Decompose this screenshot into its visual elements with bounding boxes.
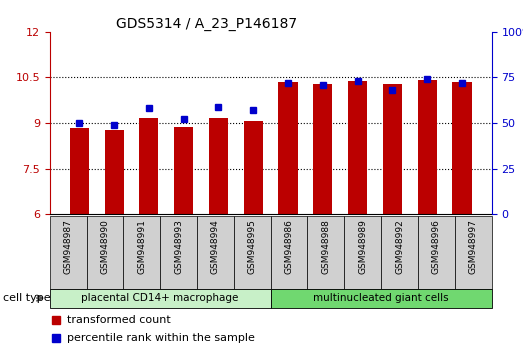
Bar — [139, 118, 158, 214]
Bar — [86, 216, 123, 289]
Bar — [271, 289, 492, 308]
Bar — [160, 216, 197, 289]
Bar — [313, 84, 333, 214]
Text: GSM948997: GSM948997 — [469, 219, 477, 274]
Bar — [418, 80, 437, 214]
Bar — [381, 216, 418, 289]
Text: GSM948992: GSM948992 — [395, 219, 404, 274]
Text: GSM948990: GSM948990 — [100, 219, 109, 274]
Bar — [70, 127, 89, 214]
Text: cell type: cell type — [3, 293, 50, 303]
Text: GSM948993: GSM948993 — [174, 219, 183, 274]
Bar — [174, 127, 194, 214]
Bar — [105, 130, 123, 214]
Text: GSM948995: GSM948995 — [248, 219, 257, 274]
Bar — [244, 121, 263, 214]
Text: GSM948989: GSM948989 — [358, 219, 367, 274]
Bar — [209, 118, 228, 214]
Text: GSM948996: GSM948996 — [432, 219, 441, 274]
Text: placental CD14+ macrophage: placental CD14+ macrophage — [82, 293, 239, 303]
Bar — [383, 84, 402, 214]
Text: GDS5314 / A_23_P146187: GDS5314 / A_23_P146187 — [116, 17, 297, 31]
Text: multinucleated giant cells: multinucleated giant cells — [313, 293, 449, 303]
Bar — [348, 81, 367, 214]
Bar — [234, 216, 271, 289]
Bar — [197, 216, 234, 289]
Bar — [50, 289, 271, 308]
Bar — [278, 82, 298, 214]
Text: GSM948991: GSM948991 — [137, 219, 146, 274]
Text: transformed count: transformed count — [67, 315, 171, 325]
Bar — [452, 82, 472, 214]
Text: GSM948987: GSM948987 — [64, 219, 73, 274]
Bar — [271, 216, 308, 289]
Text: percentile rank within the sample: percentile rank within the sample — [67, 333, 255, 343]
Bar — [123, 216, 160, 289]
Text: GSM948988: GSM948988 — [322, 219, 331, 274]
Bar — [418, 216, 455, 289]
Bar — [50, 216, 86, 289]
Text: GSM948986: GSM948986 — [285, 219, 293, 274]
Bar — [308, 216, 344, 289]
Text: GSM948994: GSM948994 — [211, 219, 220, 274]
Bar — [455, 216, 492, 289]
Bar — [344, 216, 381, 289]
